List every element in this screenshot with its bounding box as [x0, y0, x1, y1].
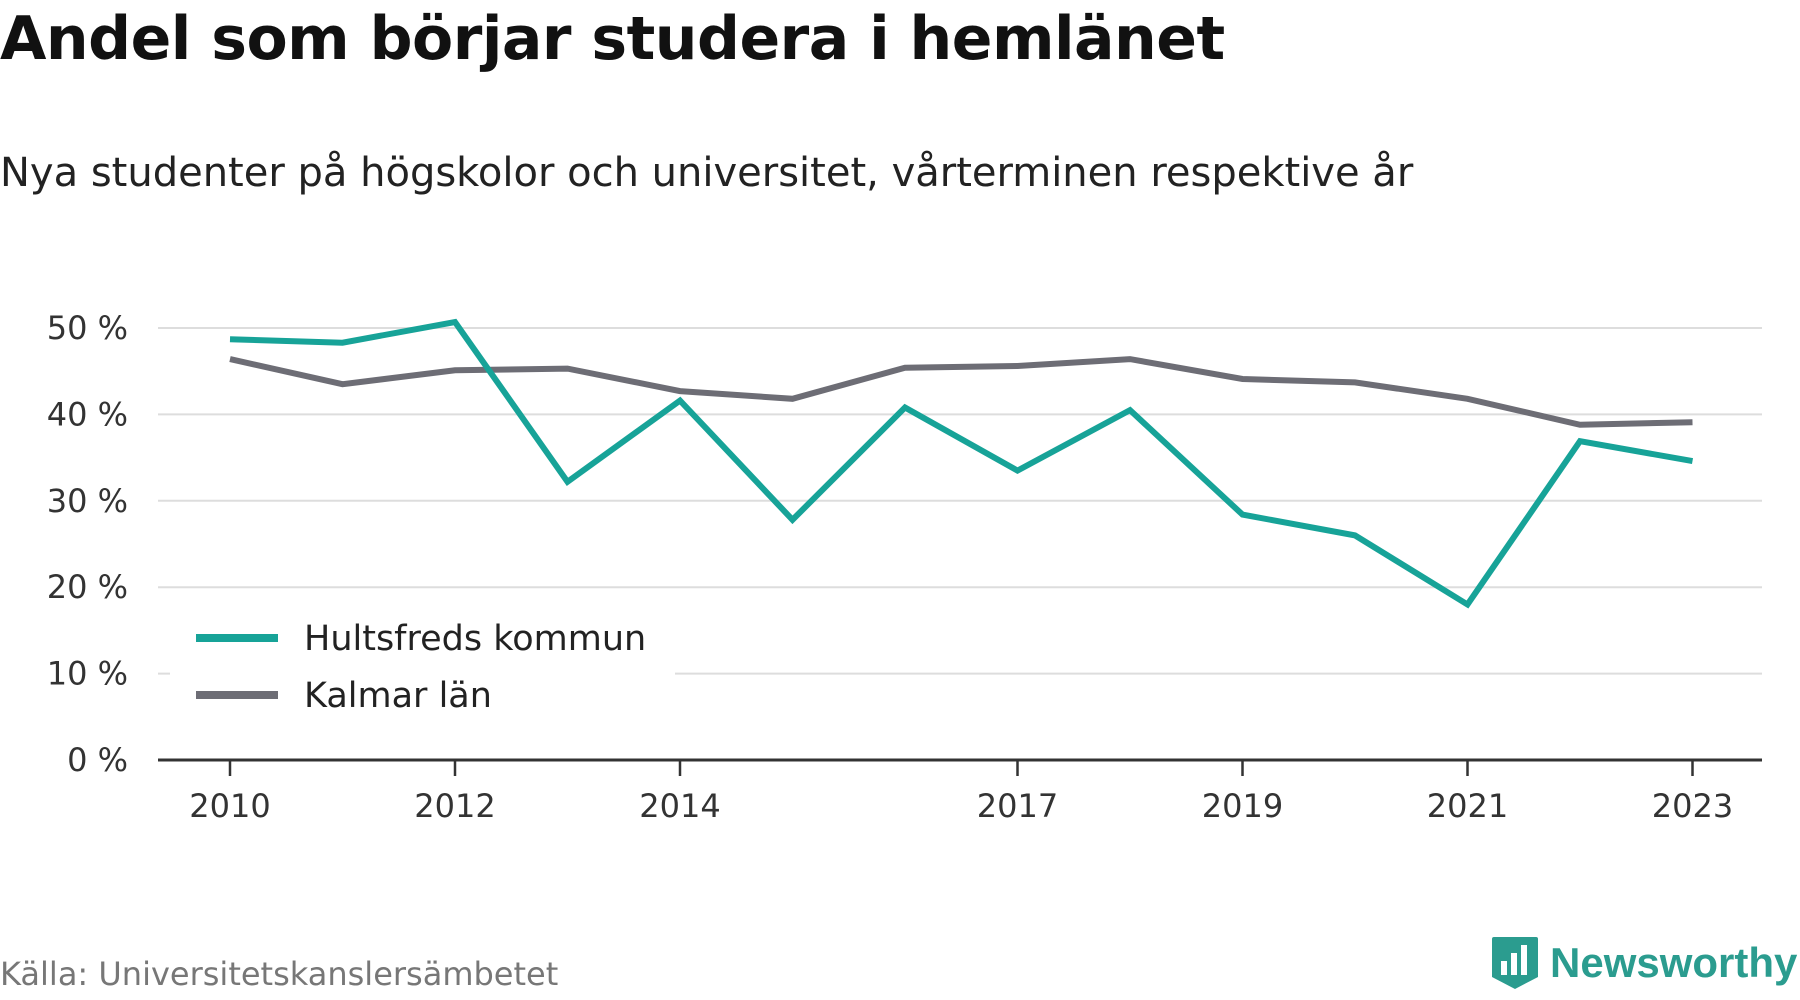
x-axis: 2010 2012 2014 2017 2019 2021 2023 [158, 758, 1762, 825]
chart-title: Andel som börjar studera i hemlänet [0, 4, 1225, 74]
chart-subtitle: Nya studenter på högskolor och universit… [0, 150, 1414, 196]
x-tick-label: 2023 [1652, 787, 1733, 825]
legend: Hultsfreds kommun Kalmar län [170, 605, 675, 720]
y-tick-label: 10 % [47, 655, 128, 693]
y-tick-label: 50 % [47, 309, 128, 347]
y-tick-label: 40 % [47, 395, 128, 433]
x-tick-label: 2012 [414, 787, 495, 825]
y-tick-label: 0 % [67, 741, 128, 779]
source-note: Källa: Universitetskanslersämbetet [0, 955, 559, 993]
y-axis-ticks: 0 % 10 % 20 % 30 % 40 % 50 % [47, 309, 128, 779]
y-tick-label: 30 % [47, 482, 128, 520]
y-tick-label: 20 % [47, 568, 128, 606]
newsworthy-logo: Newsworthy [1490, 935, 1797, 991]
legend-background [170, 605, 675, 720]
x-tick-label: 2019 [1202, 787, 1283, 825]
x-tick-label: 2021 [1427, 787, 1508, 825]
legend-label: Kalmar län [304, 676, 492, 716]
series-line-kalmar [229, 356, 1693, 428]
series-lines [229, 318, 1694, 609]
x-tick-label: 2010 [189, 787, 270, 825]
x-tick-label: 2014 [639, 787, 720, 825]
x-tick-label: 2017 [977, 787, 1058, 825]
legend-label: Hultsfreds kommun [304, 619, 646, 659]
newsworthy-logo-text: Newsworthy [1550, 939, 1798, 986]
series-line-hultsfred [229, 318, 1694, 609]
newsworthy-logo-icon [1492, 937, 1538, 989]
